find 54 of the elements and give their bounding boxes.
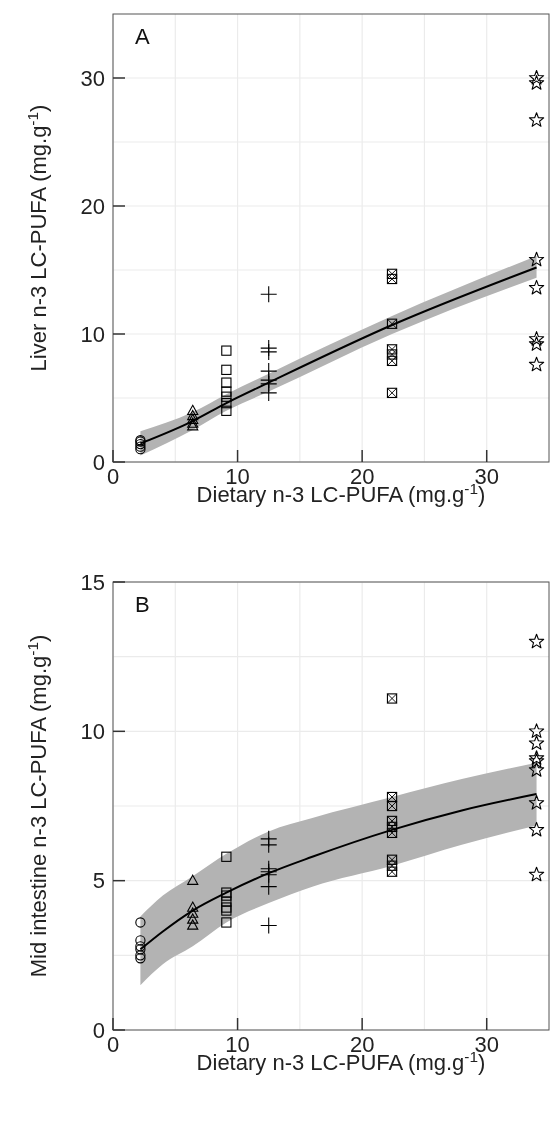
point xyxy=(260,285,278,303)
point xyxy=(386,273,398,285)
point xyxy=(528,821,545,837)
point xyxy=(528,723,545,738)
point xyxy=(528,794,545,810)
point xyxy=(528,251,545,267)
point xyxy=(221,345,232,356)
point xyxy=(528,279,545,295)
point xyxy=(260,916,278,935)
annotation: B xyxy=(135,592,150,617)
point xyxy=(221,377,232,388)
point xyxy=(221,917,232,928)
point xyxy=(528,112,545,127)
point xyxy=(528,331,545,346)
annotation: A xyxy=(135,24,150,49)
point xyxy=(187,919,199,930)
point xyxy=(187,404,199,416)
point xyxy=(135,935,146,946)
point xyxy=(386,387,398,399)
point xyxy=(221,851,232,862)
point xyxy=(528,69,545,85)
point xyxy=(528,75,545,90)
point xyxy=(221,397,232,409)
point xyxy=(528,633,545,649)
point xyxy=(528,336,545,351)
point xyxy=(386,268,398,279)
point xyxy=(386,693,398,704)
point xyxy=(260,836,278,854)
point xyxy=(221,364,232,375)
point xyxy=(221,391,232,402)
y-tick-label: 10 xyxy=(80,719,105,745)
point xyxy=(221,405,232,416)
point xyxy=(528,762,545,777)
point xyxy=(135,917,146,928)
y-tick-label: 15 xyxy=(80,569,105,595)
point xyxy=(187,413,199,424)
point xyxy=(386,821,398,833)
point xyxy=(187,907,199,918)
point xyxy=(260,878,278,896)
point xyxy=(528,866,545,882)
y-tick-label: 10 xyxy=(80,321,105,347)
y-tick-label: 30 xyxy=(80,65,105,91)
point xyxy=(221,386,232,397)
point xyxy=(386,860,398,871)
point xyxy=(187,901,199,912)
point xyxy=(187,913,199,924)
y-tick-label: 5 xyxy=(92,868,105,894)
point xyxy=(528,356,545,372)
point xyxy=(187,874,199,885)
point xyxy=(528,735,545,750)
y-tick-label: 20 xyxy=(80,193,105,219)
point xyxy=(187,409,199,421)
point xyxy=(260,384,278,402)
point xyxy=(260,343,278,361)
